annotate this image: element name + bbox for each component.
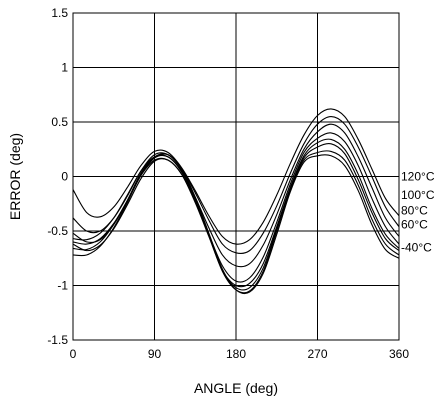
- y-tick-label: 0: [61, 170, 68, 184]
- temperature-label: 120°C: [401, 170, 435, 184]
- y-tick-label: -1.5: [47, 333, 68, 347]
- y-tick-label: 1: [61, 61, 68, 75]
- x-axis-label: ANGLE (deg): [194, 380, 278, 396]
- temperature-label: 60°C: [401, 217, 428, 231]
- x-tick-label: 0: [70, 347, 77, 361]
- y-tick-label: 0.5: [51, 115, 68, 129]
- y-tick-label: -1: [57, 279, 68, 293]
- y-axis-label: ERROR (deg): [7, 133, 23, 220]
- y-tick-label: 1.5: [51, 6, 68, 20]
- x-tick-label: 90: [148, 347, 162, 361]
- series-line-8: [73, 153, 399, 295]
- x-tick-label: 270: [307, 347, 327, 361]
- tick-labels: 0 90 180 270 360 -1.5 -1 -0.5 0 0.5 1 1.5: [47, 6, 409, 361]
- temperature-label: 80°C: [401, 203, 428, 217]
- temperature-label: -40°C: [401, 240, 432, 254]
- series-line-6: [73, 142, 399, 291]
- x-tick-label: 360: [389, 347, 409, 361]
- plot-frame: [72, 12, 400, 341]
- grid: [72, 12, 400, 341]
- series-group: [73, 108, 399, 295]
- series-line-4: [73, 132, 399, 283]
- series-labels: 120°C 100°C80°C60°C -40°C: [401, 170, 435, 255]
- temperature-label: 100°C: [401, 188, 435, 202]
- x-tick-label: 180: [226, 347, 246, 361]
- series-line-1: [73, 108, 399, 245]
- y-tick-label: -0.5: [47, 224, 68, 238]
